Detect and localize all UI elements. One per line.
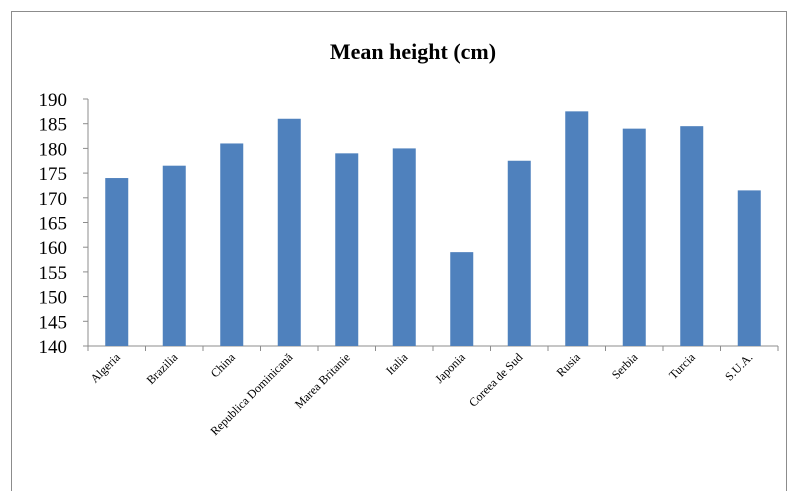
bar <box>680 126 704 346</box>
x-tick-label: Brazilia <box>144 350 181 387</box>
x-tick-label: Algeria <box>88 350 124 386</box>
chart: Mean height (cm) 140 145 150 155 160 165 170 17… <box>39 39 779 438</box>
x-tick-label: Turcia <box>666 350 698 382</box>
y-tick-label: 185 <box>39 115 68 136</box>
x-tick-label: Italia <box>383 350 411 378</box>
bar <box>507 160 531 346</box>
bar <box>105 178 129 346</box>
y-tick-label: 140 <box>39 337 68 358</box>
bar <box>565 111 589 346</box>
bar <box>335 153 359 346</box>
y-tick-label: 190 <box>39 90 68 111</box>
y-tick-label: 145 <box>39 312 68 333</box>
x-tick-label: China <box>208 350 239 381</box>
bar <box>162 165 186 346</box>
x-tick-label: Marea Britanie <box>292 350 353 411</box>
y-tick-label: 170 <box>39 189 68 210</box>
x-tick-label: Rusia <box>554 350 584 380</box>
bar <box>277 118 301 346</box>
bars <box>105 111 761 346</box>
x-tick-label: Japonia <box>432 350 468 386</box>
x-tick-label: S.U.A. <box>722 350 755 383</box>
bar <box>220 143 244 346</box>
bar <box>392 148 416 346</box>
chart-title: Mean height (cm) <box>330 39 496 64</box>
y-tick-label: 160 <box>39 238 68 259</box>
y-tick-label: 165 <box>39 214 68 235</box>
bar <box>622 128 646 346</box>
x-tick-label: Serbia <box>609 350 641 382</box>
y-tick-label: 150 <box>39 288 68 309</box>
y-tick-label: 175 <box>39 164 68 185</box>
x-tick-label: Coreea de Sud <box>466 350 525 409</box>
y-tick-label: 180 <box>39 139 68 160</box>
bar <box>450 252 474 346</box>
y-tick-label: 155 <box>39 263 68 284</box>
bar <box>737 190 761 346</box>
y-axis: 140 145 150 155 160 165 170 175 180 185 190 <box>39 90 89 358</box>
